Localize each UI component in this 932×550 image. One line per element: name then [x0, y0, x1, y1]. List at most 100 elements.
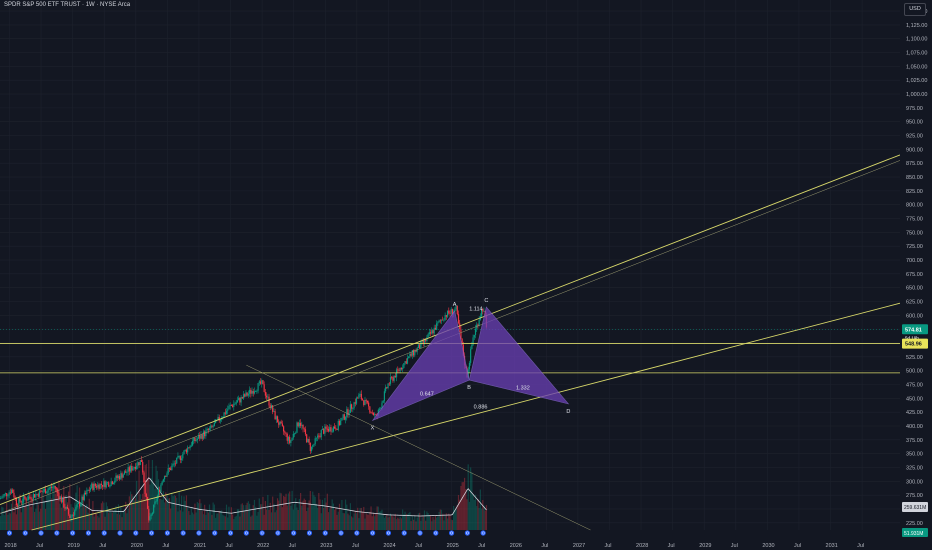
volume-bar — [103, 502, 105, 530]
currency-selector[interactable]: USD — [904, 3, 926, 16]
dividend-icon[interactable] — [164, 530, 170, 536]
volume-bar — [398, 518, 400, 530]
candle — [117, 476, 120, 479]
dividend-icon[interactable] — [38, 530, 44, 536]
candle — [402, 367, 404, 370]
volume-bar — [53, 486, 55, 530]
candle — [235, 402, 237, 404]
dividend-icon[interactable] — [85, 530, 92, 536]
dividend-icon[interactable] — [22, 530, 28, 536]
dividend-icon[interactable] — [148, 530, 155, 536]
volume-avg-badge: 259.631M — [904, 505, 926, 511]
volume-bar — [404, 511, 406, 530]
dividend-icon[interactable] — [322, 530, 328, 536]
trendline[interactable] — [246, 364, 591, 531]
volume-bar — [438, 511, 440, 530]
dividend-icon[interactable] — [448, 530, 455, 536]
candle — [225, 410, 228, 414]
candle — [87, 490, 89, 492]
candle — [110, 481, 112, 486]
dividend-icon[interactable] — [101, 530, 107, 536]
event-icons[interactable] — [6, 530, 486, 536]
volume-bar — [320, 513, 322, 530]
volume-bar — [377, 506, 379, 530]
candle — [308, 439, 310, 443]
harmonic-triangle[interactable] — [468, 306, 570, 405]
time-tick-label: 2020 — [131, 543, 143, 549]
volume-bar — [162, 491, 164, 530]
dividend-icon[interactable] — [212, 530, 218, 536]
time-tick-label: 2024 — [383, 543, 395, 549]
candle — [244, 394, 246, 397]
volume-bar — [330, 506, 332, 530]
dividend-icon[interactable] — [275, 530, 281, 536]
candle — [253, 391, 256, 394]
harmonic-triangle[interactable] — [371, 310, 470, 422]
dividend-icon[interactable] — [401, 530, 407, 536]
candle — [151, 512, 154, 515]
dividend-icon-glyph — [371, 531, 375, 535]
dividend-icon[interactable] — [54, 530, 60, 536]
dividend-icon[interactable] — [464, 530, 470, 536]
dividend-icon[interactable] — [480, 530, 486, 536]
dividend-icon[interactable] — [385, 530, 392, 536]
dividend-icon[interactable] — [70, 530, 76, 536]
volume-bar — [409, 512, 411, 530]
dividend-icon[interactable] — [133, 530, 139, 536]
volume-bar — [303, 498, 305, 530]
volume-bar — [274, 512, 276, 530]
volume-bar — [199, 499, 201, 530]
candle — [106, 482, 109, 484]
volume-bar — [432, 516, 434, 530]
candle — [245, 392, 247, 397]
dividend-icon[interactable] — [338, 530, 344, 536]
candle — [155, 501, 157, 503]
dividend-icon[interactable] — [6, 530, 13, 536]
volume-bar — [228, 506, 230, 530]
volume-bar — [144, 464, 146, 530]
candle — [470, 349, 472, 363]
candle — [219, 419, 222, 421]
candle — [340, 420, 342, 425]
dividend-icon[interactable] — [370, 530, 376, 536]
volume-bar — [344, 499, 347, 530]
harmonic-pattern[interactable]: X A B C D 0.647 1.114 0.886 1.332 — [371, 298, 571, 431]
dividend-icon[interactable] — [417, 530, 423, 536]
candle — [304, 429, 307, 435]
volume-bar — [454, 510, 456, 530]
dividend-icon[interactable] — [196, 530, 202, 536]
trendline[interactable] — [31, 302, 901, 531]
volume-bar — [231, 514, 234, 530]
candle — [386, 387, 388, 388]
price-tick-label: 725.00 — [906, 244, 923, 250]
candle — [312, 445, 314, 447]
dividend-icon[interactable] — [433, 530, 439, 536]
volume-bar — [38, 511, 41, 530]
candle — [19, 497, 21, 502]
dividend-icon[interactable] — [354, 530, 360, 536]
dividend-icon[interactable] — [291, 530, 297, 536]
candle — [307, 439, 309, 443]
candle — [298, 422, 300, 427]
dividend-icon[interactable] — [243, 530, 249, 536]
dividend-icon[interactable] — [117, 530, 123, 536]
volume-bar — [310, 504, 313, 530]
volume-bar — [275, 510, 277, 530]
price-tick-label: 1,025.00 — [906, 78, 927, 84]
dividend-icon[interactable] — [306, 530, 313, 536]
dividend-icon[interactable] — [227, 530, 234, 536]
dividend-icon[interactable] — [180, 530, 186, 536]
candle — [202, 431, 205, 439]
volume-bar — [196, 502, 198, 530]
volume-bar — [123, 509, 126, 530]
volume-bar — [163, 502, 166, 530]
volume-bar — [471, 472, 473, 530]
candle — [293, 433, 296, 435]
candle — [388, 383, 390, 385]
volume-bar — [325, 502, 327, 530]
candle — [374, 414, 376, 416]
candle — [4, 493, 7, 495]
volume-bar — [133, 500, 135, 530]
dividend-icon[interactable] — [259, 530, 265, 536]
